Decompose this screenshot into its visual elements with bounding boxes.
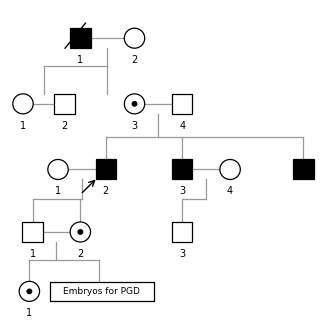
FancyBboxPatch shape: [172, 222, 193, 242]
Circle shape: [13, 94, 33, 114]
Text: 2: 2: [103, 186, 109, 196]
Circle shape: [124, 28, 145, 48]
Circle shape: [220, 159, 240, 180]
FancyBboxPatch shape: [50, 282, 154, 301]
Text: 1: 1: [29, 249, 36, 259]
FancyBboxPatch shape: [172, 159, 193, 180]
FancyBboxPatch shape: [172, 94, 193, 114]
Text: 4: 4: [179, 121, 185, 131]
Circle shape: [132, 102, 137, 106]
Text: 1: 1: [77, 55, 84, 65]
FancyBboxPatch shape: [22, 222, 43, 242]
Text: 1: 1: [55, 186, 61, 196]
Text: Embryos for PGD: Embryos for PGD: [63, 287, 140, 296]
Circle shape: [78, 230, 83, 234]
Text: 2: 2: [61, 121, 68, 131]
Text: 1: 1: [20, 121, 26, 131]
Text: 3: 3: [132, 121, 138, 131]
Text: 2: 2: [77, 249, 84, 259]
FancyBboxPatch shape: [70, 28, 91, 48]
Text: 3: 3: [179, 186, 185, 196]
Text: 1: 1: [26, 308, 32, 318]
Circle shape: [19, 281, 40, 301]
FancyBboxPatch shape: [54, 94, 75, 114]
FancyBboxPatch shape: [293, 159, 314, 180]
FancyBboxPatch shape: [96, 159, 116, 180]
Circle shape: [70, 222, 91, 242]
Circle shape: [27, 289, 32, 293]
Circle shape: [48, 159, 68, 180]
Text: 4: 4: [227, 186, 233, 196]
Text: 3: 3: [179, 249, 185, 259]
Text: 2: 2: [132, 55, 138, 65]
Circle shape: [124, 94, 145, 114]
